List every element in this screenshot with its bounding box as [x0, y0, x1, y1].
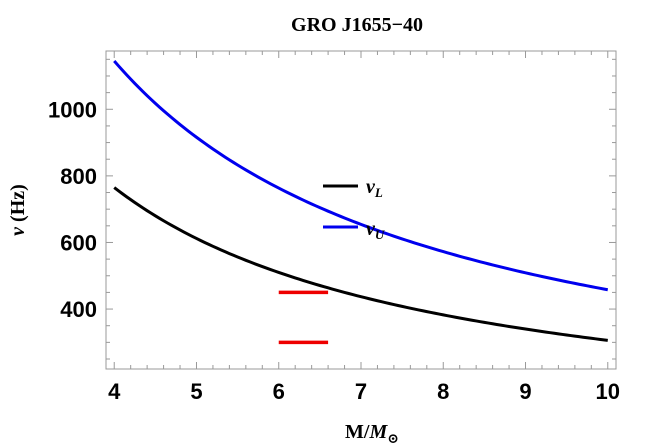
x-tick-label: 7	[355, 379, 367, 404]
legend: νL νU	[323, 176, 385, 242]
y-axis-label: ν (Hz)	[7, 184, 29, 236]
y-tick-labels: 400 600 800 1000	[48, 97, 97, 322]
plot-frame	[105, 50, 617, 370]
series-layer	[113, 60, 609, 342]
legend-label-nu-u: νU	[366, 218, 385, 242]
x-tick-label: 9	[519, 379, 531, 404]
y-tick-label: 1000	[48, 97, 97, 122]
observation-marks	[278, 290, 329, 345]
x-tick-label: 10	[596, 379, 620, 404]
x-tick-label: 6	[273, 379, 285, 404]
y-tick-label: 400	[60, 297, 97, 322]
x-tick-label: 5	[190, 379, 202, 404]
legend-label-nu-l: νL	[366, 176, 383, 200]
axis-ticks	[106, 51, 616, 369]
series-line-nu-l	[113, 186, 608, 342]
x-tick-labels: 4 5 6 7 8 9 10	[108, 379, 620, 404]
x-tick-label: 4	[108, 379, 121, 404]
x-axis-label: M/M⊙	[345, 421, 399, 447]
x-tick-label: 8	[437, 379, 449, 404]
y-tick-label: 800	[60, 164, 97, 189]
chart-title: GRO J1655−40	[291, 14, 423, 36]
y-tick-label: 600	[60, 230, 97, 255]
series-line-nu-u	[113, 60, 609, 292]
